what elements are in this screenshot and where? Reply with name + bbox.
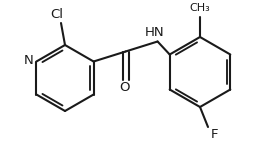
Text: O: O <box>119 81 130 94</box>
Text: Cl: Cl <box>50 9 63 21</box>
Text: F: F <box>210 129 218 141</box>
Text: N: N <box>23 54 33 67</box>
Text: CH₃: CH₃ <box>190 3 210 13</box>
Text: HN: HN <box>145 26 164 39</box>
